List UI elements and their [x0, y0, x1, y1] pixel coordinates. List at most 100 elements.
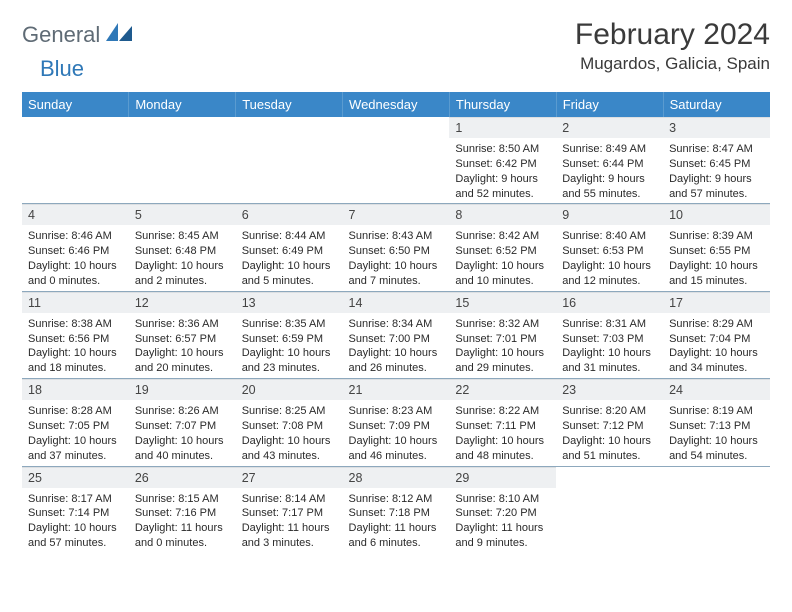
- daylight-line: Daylight: 10 hours: [28, 521, 123, 536]
- sunrise-line: Sunrise: 8:35 AM: [242, 317, 337, 332]
- day-number: 17: [663, 292, 770, 313]
- day-details: Sunrise: 8:35 AMSunset: 6:59 PMDaylight:…: [236, 313, 343, 378]
- sunrise-line: Sunrise: 8:32 AM: [455, 317, 550, 332]
- daylight-line: and 12 minutes.: [562, 274, 657, 289]
- sunrise-line: Sunrise: 8:43 AM: [349, 229, 444, 244]
- sunrise-line: Sunrise: 8:20 AM: [562, 404, 657, 419]
- daylight-line: Daylight: 10 hours: [242, 434, 337, 449]
- daylight-line: and 0 minutes.: [135, 536, 230, 551]
- sunset-line: Sunset: 7:16 PM: [135, 506, 230, 521]
- sunset-line: Sunset: 6:59 PM: [242, 332, 337, 347]
- calendar-day-cell: 8Sunrise: 8:42 AMSunset: 6:52 PMDaylight…: [449, 204, 556, 291]
- daylight-line: and 7 minutes.: [349, 274, 444, 289]
- daylight-line: and 48 minutes.: [455, 449, 550, 464]
- calendar-day-cell: [343, 117, 450, 204]
- sunset-line: Sunset: 7:03 PM: [562, 332, 657, 347]
- sunrise-line: Sunrise: 8:28 AM: [28, 404, 123, 419]
- sunset-line: Sunset: 7:13 PM: [669, 419, 764, 434]
- day-number: 12: [129, 292, 236, 313]
- daylight-line: Daylight: 10 hours: [669, 346, 764, 361]
- day-number: 3: [663, 117, 770, 138]
- day-details: Sunrise: 8:23 AMSunset: 7:09 PMDaylight:…: [343, 400, 450, 465]
- sunrise-line: Sunrise: 8:40 AM: [562, 229, 657, 244]
- calendar-day-cell: 16Sunrise: 8:31 AMSunset: 7:03 PMDayligh…: [556, 291, 663, 378]
- page-title: February 2024: [575, 18, 770, 52]
- daylight-line: Daylight: 10 hours: [669, 434, 764, 449]
- sunrise-line: Sunrise: 8:45 AM: [135, 229, 230, 244]
- day-details: Sunrise: 8:10 AMSunset: 7:20 PMDaylight:…: [449, 488, 556, 553]
- day-details: Sunrise: 8:19 AMSunset: 7:13 PMDaylight:…: [663, 400, 770, 465]
- sunrise-line: Sunrise: 8:19 AM: [669, 404, 764, 419]
- sunrise-line: Sunrise: 8:38 AM: [28, 317, 123, 332]
- day-number: 28: [343, 467, 450, 488]
- calendar-day-cell: 14Sunrise: 8:34 AMSunset: 7:00 PMDayligh…: [343, 291, 450, 378]
- daylight-line: Daylight: 10 hours: [349, 434, 444, 449]
- calendar-day-cell: 22Sunrise: 8:22 AMSunset: 7:11 PMDayligh…: [449, 379, 556, 466]
- sunrise-line: Sunrise: 8:14 AM: [242, 492, 337, 507]
- daylight-line: and 29 minutes.: [455, 361, 550, 376]
- calendar-day-cell: 15Sunrise: 8:32 AMSunset: 7:01 PMDayligh…: [449, 291, 556, 378]
- calendar-week-row: 11Sunrise: 8:38 AMSunset: 6:56 PMDayligh…: [22, 291, 770, 378]
- daylight-line: and 57 minutes.: [28, 536, 123, 551]
- calendar-day-cell: 3Sunrise: 8:47 AMSunset: 6:45 PMDaylight…: [663, 117, 770, 204]
- day-number: 6: [236, 204, 343, 225]
- sunset-line: Sunset: 7:17 PM: [242, 506, 337, 521]
- daylight-line: Daylight: 11 hours: [455, 521, 550, 536]
- daylight-line: and 10 minutes.: [455, 274, 550, 289]
- day-number: 8: [449, 204, 556, 225]
- daylight-line: and 18 minutes.: [28, 361, 123, 376]
- sunset-line: Sunset: 7:01 PM: [455, 332, 550, 347]
- daylight-line: Daylight: 9 hours: [455, 172, 550, 187]
- daylight-line: and 2 minutes.: [135, 274, 230, 289]
- day-details: Sunrise: 8:46 AMSunset: 6:46 PMDaylight:…: [22, 225, 129, 290]
- day-number: 20: [236, 379, 343, 400]
- daylight-line: Daylight: 10 hours: [669, 259, 764, 274]
- sunset-line: Sunset: 6:49 PM: [242, 244, 337, 259]
- daylight-line: and 37 minutes.: [28, 449, 123, 464]
- day-details: Sunrise: 8:36 AMSunset: 6:57 PMDaylight:…: [129, 313, 236, 378]
- calendar-day-cell: 5Sunrise: 8:45 AMSunset: 6:48 PMDaylight…: [129, 204, 236, 291]
- daylight-line: Daylight: 10 hours: [242, 346, 337, 361]
- calendar-day-cell: 2Sunrise: 8:49 AMSunset: 6:44 PMDaylight…: [556, 117, 663, 204]
- calendar-day-cell: 11Sunrise: 8:38 AMSunset: 6:56 PMDayligh…: [22, 291, 129, 378]
- sunset-line: Sunset: 7:11 PM: [455, 419, 550, 434]
- day-number: 1: [449, 117, 556, 138]
- day-details: Sunrise: 8:25 AMSunset: 7:08 PMDaylight:…: [236, 400, 343, 465]
- sunrise-line: Sunrise: 8:34 AM: [349, 317, 444, 332]
- day-details: Sunrise: 8:15 AMSunset: 7:16 PMDaylight:…: [129, 488, 236, 553]
- daylight-line: Daylight: 10 hours: [242, 259, 337, 274]
- sunrise-line: Sunrise: 8:39 AM: [669, 229, 764, 244]
- weekday-header: Tuesday: [236, 92, 343, 117]
- daylight-line: and 6 minutes.: [349, 536, 444, 551]
- daylight-line: Daylight: 10 hours: [562, 259, 657, 274]
- calendar-day-cell: 18Sunrise: 8:28 AMSunset: 7:05 PMDayligh…: [22, 379, 129, 466]
- day-number: 10: [663, 204, 770, 225]
- sunrise-line: Sunrise: 8:47 AM: [669, 142, 764, 157]
- calendar-week-row: 25Sunrise: 8:17 AMSunset: 7:14 PMDayligh…: [22, 466, 770, 553]
- calendar-day-cell: 24Sunrise: 8:19 AMSunset: 7:13 PMDayligh…: [663, 379, 770, 466]
- sunrise-line: Sunrise: 8:46 AM: [28, 229, 123, 244]
- sunset-line: Sunset: 7:18 PM: [349, 506, 444, 521]
- calendar-day-cell: 7Sunrise: 8:43 AMSunset: 6:50 PMDaylight…: [343, 204, 450, 291]
- calendar-day-cell: 27Sunrise: 8:14 AMSunset: 7:17 PMDayligh…: [236, 466, 343, 553]
- daylight-line: Daylight: 10 hours: [562, 346, 657, 361]
- daylight-line: Daylight: 10 hours: [455, 346, 550, 361]
- daylight-line: and 20 minutes.: [135, 361, 230, 376]
- day-details: Sunrise: 8:20 AMSunset: 7:12 PMDaylight:…: [556, 400, 663, 465]
- daylight-line: Daylight: 11 hours: [135, 521, 230, 536]
- daylight-line: Daylight: 11 hours: [242, 521, 337, 536]
- daylight-line: and 55 minutes.: [562, 187, 657, 202]
- sunset-line: Sunset: 7:20 PM: [455, 506, 550, 521]
- weekday-header: Wednesday: [343, 92, 450, 117]
- day-details: Sunrise: 8:17 AMSunset: 7:14 PMDaylight:…: [22, 488, 129, 553]
- daylight-line: and 43 minutes.: [242, 449, 337, 464]
- day-details: Sunrise: 8:28 AMSunset: 7:05 PMDaylight:…: [22, 400, 129, 465]
- day-details: Sunrise: 8:22 AMSunset: 7:11 PMDaylight:…: [449, 400, 556, 465]
- day-details: Sunrise: 8:45 AMSunset: 6:48 PMDaylight:…: [129, 225, 236, 290]
- daylight-line: and 40 minutes.: [135, 449, 230, 464]
- calendar-day-cell: [236, 117, 343, 204]
- sunset-line: Sunset: 7:05 PM: [28, 419, 123, 434]
- sunrise-line: Sunrise: 8:23 AM: [349, 404, 444, 419]
- calendar-day-cell: 21Sunrise: 8:23 AMSunset: 7:09 PMDayligh…: [343, 379, 450, 466]
- day-details: Sunrise: 8:47 AMSunset: 6:45 PMDaylight:…: [663, 138, 770, 203]
